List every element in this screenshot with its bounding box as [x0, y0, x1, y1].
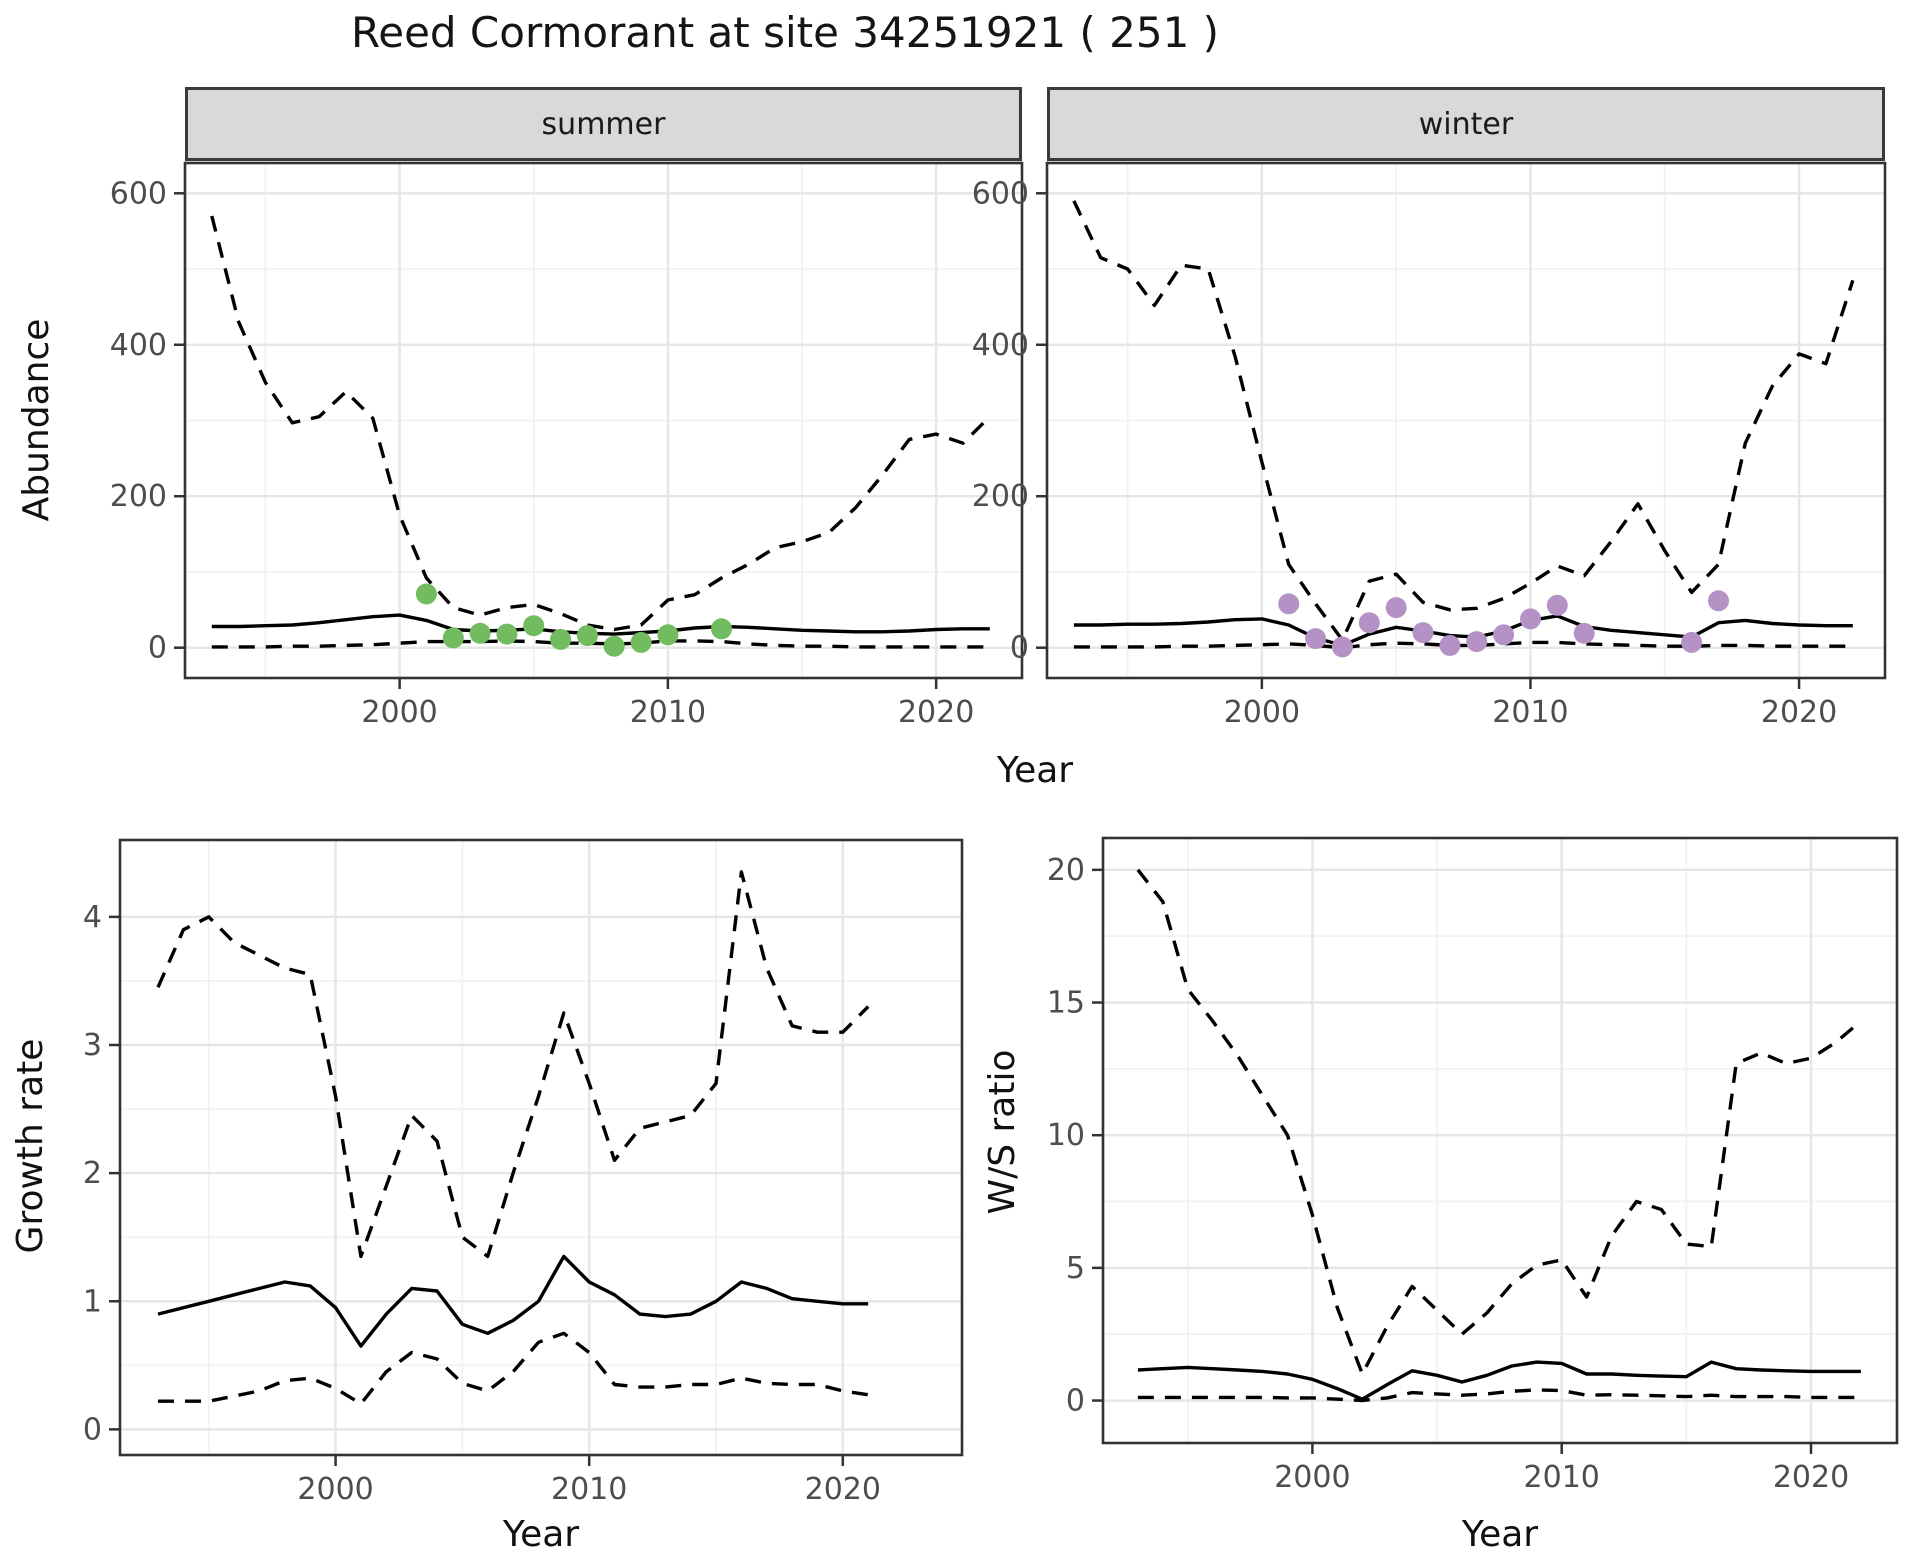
data-point-observed-counts-winter: [1278, 593, 1300, 615]
series-model_mean: [1073, 614, 1853, 648]
panel-abundance-summer: 2000 2010 2020 0 200 400 600: [110, 161, 1024, 730]
data-point-observed-counts-winter: [1466, 631, 1488, 653]
data-point-observed-counts-summer: [711, 618, 732, 640]
x-tick-label: 2020: [1773, 1460, 1849, 1495]
panel-border: [1101, 836, 1899, 1445]
data-point-observed-counts-winter: [1412, 622, 1434, 644]
series-lower_95ci: [158, 1331, 869, 1406]
data-point-observed-counts-winter: [1439, 634, 1461, 656]
facet-strip-winter: winter: [1047, 87, 1885, 161]
panel-border: [183, 161, 1024, 680]
y-tick-label: 5: [1066, 1251, 1085, 1286]
facet-label-winter: winter: [1418, 106, 1514, 142]
y-tick-label: 2: [83, 1156, 102, 1191]
series-upper_95ci: [210, 215, 991, 632]
facet-strip-summer: summer: [185, 87, 1022, 161]
data-point-observed-counts-summer: [550, 628, 572, 650]
facet-label-summer: summer: [541, 106, 666, 142]
data-point-observed-counts-summer: [442, 627, 464, 649]
data-point-observed-counts-winter: [1520, 608, 1541, 630]
y-tick-label: 600: [110, 176, 167, 211]
y-tick-label: 0: [148, 631, 167, 666]
y-tick-label: 10: [1047, 1118, 1085, 1153]
data-point-observed-counts-summer: [576, 625, 598, 647]
panel-border: [118, 838, 964, 1457]
data-point-observed-counts-winter: [1385, 597, 1407, 619]
panel-abundance-winter: 2000 2010 2020 0 200 400 600: [972, 161, 1887, 730]
series-upper_95ci: [156, 870, 870, 1259]
data-point-observed-counts-summer: [415, 583, 437, 605]
series-lower_95ci: [1137, 1388, 1861, 1403]
x-tick-label: 2010: [1524, 1460, 1600, 1495]
data-point-observed-counts-winter: [1305, 628, 1327, 650]
series-model_mean: [1137, 1360, 1861, 1401]
series-model_mean: [211, 613, 990, 636]
data-point-observed-counts-winter: [1708, 590, 1729, 612]
series-lower_95ci: [211, 639, 990, 649]
x-axis-title-ws-ratio: Year: [1461, 1514, 1539, 1555]
data-point-observed-counts-summer: [469, 622, 491, 644]
series-upper_95ci: [1072, 200, 1855, 642]
data-point-observed-counts-winter: [1546, 594, 1568, 616]
x-tick-label: 2010: [630, 695, 706, 730]
x-tick-label: 2020: [805, 1472, 881, 1507]
y-tick-label: 400: [110, 328, 167, 363]
x-tick-label: 2010: [551, 1472, 627, 1507]
panel-border: [1045, 161, 1887, 680]
y-tick-label: 0: [1066, 1384, 1085, 1419]
y-tick-label: 0: [83, 1412, 102, 1447]
y-tick-label: 200: [972, 479, 1029, 514]
x-tick-label: 2020: [1761, 695, 1837, 730]
panel-growth-rate: 2000 2010 2020 0 1 2 3 4: [83, 838, 964, 1507]
x-tick-label: 2000: [1274, 1460, 1350, 1495]
x-axis-title-top: Year: [996, 750, 1074, 791]
y-tick-label: 15: [1047, 986, 1085, 1021]
data-point-observed-counts-winter: [1573, 622, 1595, 644]
y-tick-label: 20: [1047, 853, 1085, 888]
data-point-observed-counts-summer: [630, 631, 652, 653]
data-point-observed-counts-winter: [1681, 631, 1703, 653]
y-axis-title-abundance: Abundance: [15, 318, 57, 522]
data-point-observed-counts-summer: [523, 615, 545, 637]
x-tick-label: 2000: [361, 695, 437, 730]
series-model_mean: [157, 1254, 869, 1348]
page-title: Reed Cormorant at site 34251921 ( 251 ): [350, 8, 1220, 57]
y-tick-label: 4: [83, 900, 102, 935]
y-tick-label: 0: [1010, 631, 1029, 666]
x-tick-label: 2000: [1224, 695, 1300, 730]
y-tick-label: 3: [83, 1028, 102, 1063]
data-point-observed-counts-winter: [1358, 612, 1380, 634]
data-point-observed-counts-winter: [1331, 636, 1353, 658]
panel-ws-ratio: 2000 2010 2020 0 5 10 15 20: [1047, 836, 1899, 1495]
data-point-observed-counts-summer: [657, 624, 679, 646]
x-tick-label: 2000: [297, 1472, 373, 1507]
y-axis-title-growth-rate: Growth rate: [9, 1038, 51, 1254]
y-axis-title-ws-ratio: W/S ratio: [981, 1049, 1023, 1215]
y-tick-label: 200: [110, 479, 167, 514]
x-tick-label: 2020: [898, 695, 974, 730]
data-point-observed-counts-summer: [603, 635, 625, 657]
data-point-observed-counts-summer: [496, 623, 518, 645]
x-axis-title-growth-rate: Year: [502, 1514, 580, 1555]
data-point-observed-counts-winter: [1493, 624, 1515, 646]
y-tick-label: 600: [972, 176, 1029, 211]
series-upper_95ci: [1136, 868, 1862, 1376]
x-tick-label: 2010: [1492, 695, 1568, 730]
y-tick-label: 400: [972, 328, 1029, 363]
y-tick-label: 1: [83, 1284, 102, 1319]
series-lower_95ci: [1073, 640, 1853, 650]
